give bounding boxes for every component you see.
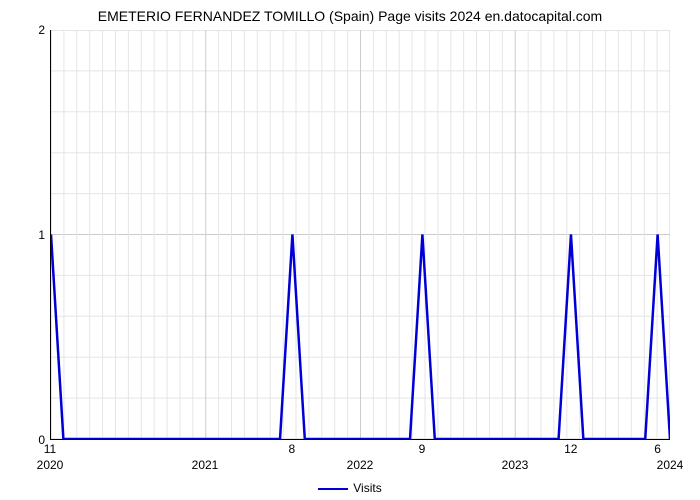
y-tick-label: 2 <box>30 23 45 37</box>
chart-svg <box>51 30 670 439</box>
chart-title: EMETERIO FERNANDEZ TOMILLO (Spain) Page … <box>0 8 700 24</box>
x-year-label: 2021 <box>192 458 219 472</box>
x-annotation-label: 8 <box>288 442 295 456</box>
y-tick-label: 0 <box>30 433 45 447</box>
x-year-label: 2024 <box>657 458 684 472</box>
x-annotation-label: 12 <box>564 442 577 456</box>
y-tick-label: 1 <box>30 228 45 242</box>
legend-line-icon <box>318 488 348 490</box>
x-year-label: 2020 <box>37 458 64 472</box>
legend: Visits <box>0 481 700 495</box>
x-year-label: 2022 <box>347 458 374 472</box>
x-annotation-label: 9 <box>419 442 426 456</box>
x-annotation-label: 11 <box>44 442 56 456</box>
legend-label: Visits <box>353 481 381 495</box>
x-annotation-label: 6 <box>654 442 661 456</box>
x-year-label: 2023 <box>502 458 529 472</box>
plot-area <box>50 30 670 440</box>
